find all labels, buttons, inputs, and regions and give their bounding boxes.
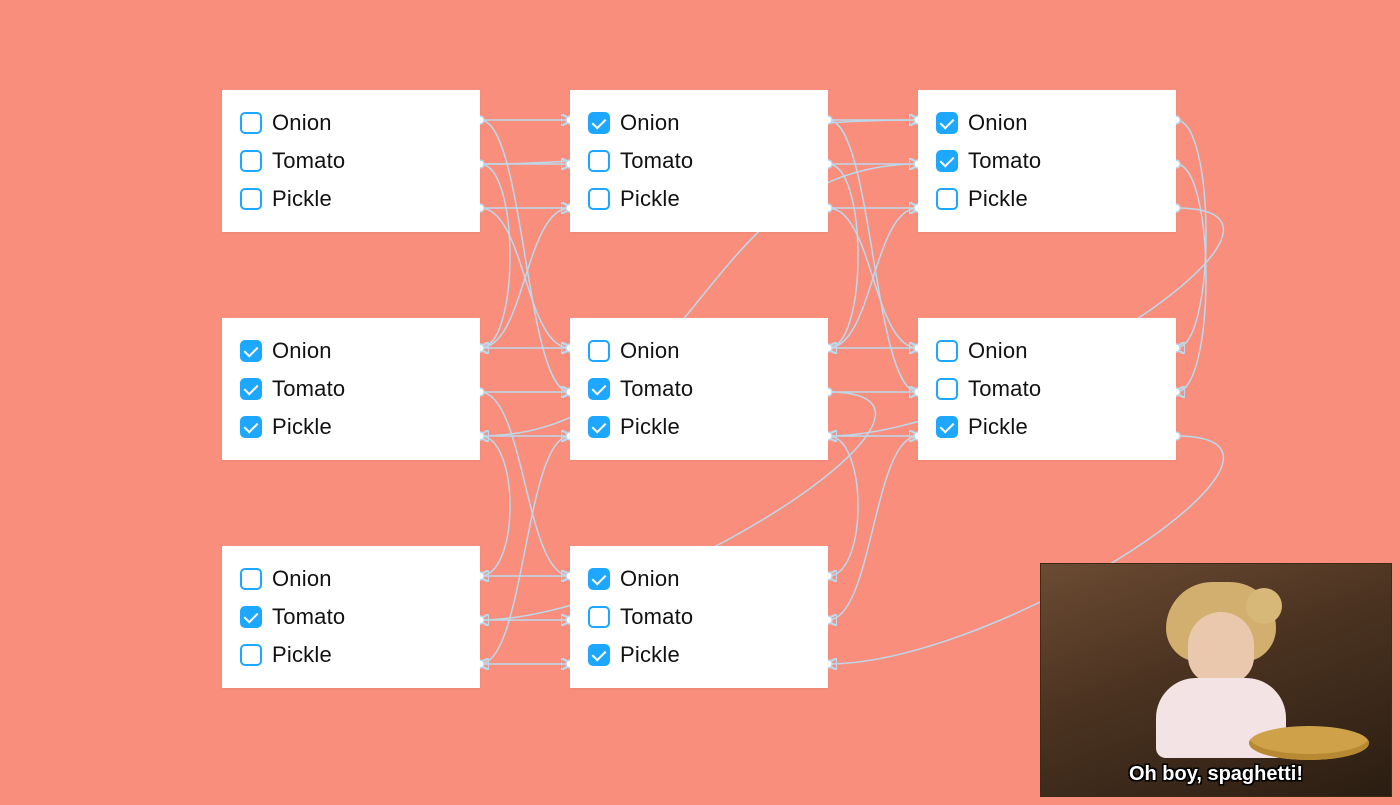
checkbox-row[interactable]: Onion xyxy=(240,560,462,598)
checkbox-label: Onion xyxy=(272,566,332,592)
checkbox-row[interactable]: Tomato xyxy=(936,370,1158,408)
checkbox-unchecked-icon[interactable] xyxy=(588,188,610,210)
checkbox-label: Onion xyxy=(620,338,680,364)
checkbox-checked-icon[interactable] xyxy=(240,416,262,438)
checkbox-row[interactable]: Pickle xyxy=(240,636,462,674)
checkbox-row[interactable]: Pickle xyxy=(240,180,462,218)
checkbox-row[interactable]: Onion xyxy=(240,104,462,142)
state-card: Onion Tomato Pickle xyxy=(222,90,480,232)
checkbox-unchecked-icon[interactable] xyxy=(588,150,610,172)
checkbox-label: Tomato xyxy=(272,376,345,402)
checkbox-unchecked-icon[interactable] xyxy=(588,606,610,628)
checkbox-unchecked-icon[interactable] xyxy=(240,568,262,590)
state-card: Onion Tomato Pickle xyxy=(570,90,828,232)
checkbox-row[interactable]: Tomato xyxy=(936,142,1158,180)
meme-image: Oh boy, spaghetti! xyxy=(1040,563,1392,797)
checkbox-unchecked-icon[interactable] xyxy=(588,340,610,362)
checkbox-checked-icon[interactable] xyxy=(936,150,958,172)
checkbox-unchecked-icon[interactable] xyxy=(240,112,262,134)
state-card: Onion Tomato Pickle xyxy=(222,546,480,688)
checkbox-checked-icon[interactable] xyxy=(936,112,958,134)
checkbox-checked-icon[interactable] xyxy=(588,112,610,134)
checkbox-label: Pickle xyxy=(620,414,680,440)
checkbox-row[interactable]: Tomato xyxy=(588,370,810,408)
checkbox-label: Onion xyxy=(620,566,680,592)
checkbox-row[interactable]: Tomato xyxy=(588,598,810,636)
meme-caption: Oh boy, spaghetti! xyxy=(1129,763,1303,796)
canvas: Onion Tomato Pickle Onion Tomato Pickle Onion T… xyxy=(0,0,1400,805)
checkbox-label: Tomato xyxy=(272,604,345,630)
checkbox-label: Onion xyxy=(272,338,332,364)
checkbox-label: Tomato xyxy=(620,376,693,402)
checkbox-label: Pickle xyxy=(272,414,332,440)
checkbox-row[interactable]: Tomato xyxy=(588,142,810,180)
checkbox-unchecked-icon[interactable] xyxy=(936,188,958,210)
checkbox-label: Pickle xyxy=(272,186,332,212)
checkbox-row[interactable]: Onion xyxy=(936,332,1158,370)
state-card: Onion Tomato Pickle xyxy=(918,90,1176,232)
checkbox-checked-icon[interactable] xyxy=(588,644,610,666)
checkbox-row[interactable]: Onion xyxy=(936,104,1158,142)
checkbox-checked-icon[interactable] xyxy=(936,416,958,438)
checkbox-row[interactable]: Pickle xyxy=(936,408,1158,446)
checkbox-label: Onion xyxy=(272,110,332,136)
checkbox-label: Tomato xyxy=(272,148,345,174)
checkbox-unchecked-icon[interactable] xyxy=(240,188,262,210)
checkbox-label: Tomato xyxy=(968,148,1041,174)
checkbox-label: Pickle xyxy=(968,414,1028,440)
checkbox-row[interactable]: Pickle xyxy=(588,180,810,218)
checkbox-label: Onion xyxy=(620,110,680,136)
checkbox-checked-icon[interactable] xyxy=(240,340,262,362)
checkbox-label: Pickle xyxy=(272,642,332,668)
checkbox-row[interactable]: Pickle xyxy=(588,408,810,446)
checkbox-unchecked-icon[interactable] xyxy=(936,340,958,362)
checkbox-row[interactable]: Tomato xyxy=(240,370,462,408)
state-card: Onion Tomato Pickle xyxy=(918,318,1176,460)
checkbox-unchecked-icon[interactable] xyxy=(240,644,262,666)
checkbox-checked-icon[interactable] xyxy=(240,606,262,628)
checkbox-row[interactable]: Pickle xyxy=(936,180,1158,218)
checkbox-row[interactable]: Tomato xyxy=(240,598,462,636)
checkbox-checked-icon[interactable] xyxy=(588,416,610,438)
checkbox-row[interactable]: Pickle xyxy=(588,636,810,674)
checkbox-row[interactable]: Onion xyxy=(240,332,462,370)
checkbox-unchecked-icon[interactable] xyxy=(936,378,958,400)
checkbox-row[interactable]: Tomato xyxy=(240,142,462,180)
checkbox-row[interactable]: Onion xyxy=(588,332,810,370)
checkbox-label: Onion xyxy=(968,110,1028,136)
checkbox-checked-icon[interactable] xyxy=(588,568,610,590)
checkbox-label: Tomato xyxy=(620,604,693,630)
checkbox-row[interactable]: Onion xyxy=(588,560,810,598)
checkbox-checked-icon[interactable] xyxy=(240,378,262,400)
checkbox-label: Onion xyxy=(968,338,1028,364)
state-card: Onion Tomato Pickle xyxy=(570,318,828,460)
checkbox-checked-icon[interactable] xyxy=(588,378,610,400)
checkbox-unchecked-icon[interactable] xyxy=(240,150,262,172)
checkbox-label: Pickle xyxy=(968,186,1028,212)
meme-plate xyxy=(1249,726,1369,760)
checkbox-label: Tomato xyxy=(620,148,693,174)
checkbox-label: Pickle xyxy=(620,186,680,212)
state-card: Onion Tomato Pickle xyxy=(222,318,480,460)
checkbox-row[interactable]: Onion xyxy=(588,104,810,142)
checkbox-row[interactable]: Pickle xyxy=(240,408,462,446)
state-card: Onion Tomato Pickle xyxy=(570,546,828,688)
checkbox-label: Tomato xyxy=(968,376,1041,402)
checkbox-label: Pickle xyxy=(620,642,680,668)
